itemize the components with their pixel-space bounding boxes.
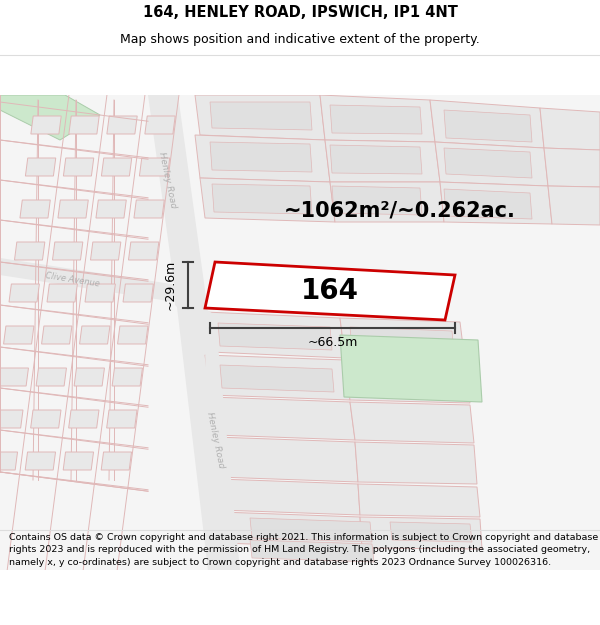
Polygon shape	[80, 326, 110, 344]
Polygon shape	[101, 158, 132, 176]
Polygon shape	[47, 284, 77, 302]
Polygon shape	[112, 368, 142, 386]
Text: 164, HENLEY ROAD, IPSWICH, IP1 4NT: 164, HENLEY ROAD, IPSWICH, IP1 4NT	[143, 4, 457, 19]
Polygon shape	[0, 258, 178, 302]
Polygon shape	[195, 95, 325, 140]
Polygon shape	[91, 242, 121, 260]
Polygon shape	[330, 105, 422, 134]
Polygon shape	[218, 479, 360, 515]
Polygon shape	[145, 116, 175, 134]
Polygon shape	[330, 145, 422, 174]
Polygon shape	[139, 158, 170, 176]
Polygon shape	[355, 442, 477, 484]
Polygon shape	[58, 200, 88, 218]
Polygon shape	[220, 365, 334, 392]
Polygon shape	[350, 402, 474, 443]
Polygon shape	[444, 110, 532, 142]
Polygon shape	[210, 102, 312, 130]
Polygon shape	[250, 518, 372, 542]
Polygon shape	[134, 200, 164, 218]
Polygon shape	[340, 335, 482, 402]
Polygon shape	[325, 140, 440, 182]
Polygon shape	[548, 186, 600, 225]
Polygon shape	[0, 368, 28, 386]
Polygon shape	[352, 369, 456, 395]
Polygon shape	[212, 184, 312, 214]
Polygon shape	[444, 148, 532, 178]
Text: ~1062m²/~0.262ac.: ~1062m²/~0.262ac.	[284, 200, 516, 220]
Polygon shape	[175, 290, 238, 570]
Polygon shape	[544, 148, 600, 187]
Polygon shape	[96, 200, 126, 218]
Polygon shape	[148, 95, 205, 290]
Polygon shape	[215, 437, 358, 482]
Polygon shape	[52, 242, 83, 260]
Polygon shape	[128, 242, 159, 260]
Text: Contains OS data © Crown copyright and database right 2021. This information is : Contains OS data © Crown copyright and d…	[9, 533, 598, 567]
Text: ~66.5m: ~66.5m	[307, 336, 358, 349]
Text: ~29.6m: ~29.6m	[163, 260, 176, 310]
Text: Henley Road: Henley Road	[205, 411, 226, 469]
Polygon shape	[345, 360, 470, 403]
Polygon shape	[9, 284, 40, 302]
Polygon shape	[4, 326, 34, 344]
Polygon shape	[20, 200, 50, 218]
Polygon shape	[360, 517, 482, 549]
Polygon shape	[540, 108, 600, 150]
Polygon shape	[200, 178, 335, 222]
Polygon shape	[0, 410, 23, 428]
Polygon shape	[0, 452, 17, 470]
Polygon shape	[435, 142, 548, 186]
Polygon shape	[85, 284, 115, 302]
Text: Henley Road: Henley Road	[157, 151, 178, 209]
Polygon shape	[68, 410, 99, 428]
Polygon shape	[41, 326, 72, 344]
Polygon shape	[195, 135, 330, 182]
Polygon shape	[31, 410, 61, 428]
Polygon shape	[220, 512, 362, 548]
Polygon shape	[69, 116, 99, 134]
Text: Clive Avenue: Clive Avenue	[44, 271, 100, 289]
Polygon shape	[107, 410, 137, 428]
Polygon shape	[430, 100, 544, 148]
Polygon shape	[107, 116, 137, 134]
Polygon shape	[25, 158, 56, 176]
Polygon shape	[218, 323, 332, 350]
Polygon shape	[444, 189, 532, 219]
Text: 164: 164	[301, 278, 359, 305]
Polygon shape	[330, 182, 444, 222]
Polygon shape	[205, 312, 345, 358]
Polygon shape	[205, 262, 455, 320]
Polygon shape	[320, 95, 435, 142]
Polygon shape	[63, 452, 94, 470]
Polygon shape	[14, 242, 45, 260]
Polygon shape	[31, 116, 61, 134]
Polygon shape	[0, 95, 100, 140]
Polygon shape	[332, 186, 422, 215]
Polygon shape	[74, 368, 104, 386]
Polygon shape	[25, 452, 56, 470]
Polygon shape	[118, 326, 148, 344]
Polygon shape	[358, 484, 480, 517]
Polygon shape	[64, 158, 94, 176]
Polygon shape	[210, 397, 355, 440]
Polygon shape	[123, 284, 154, 302]
Polygon shape	[440, 182, 552, 224]
Polygon shape	[101, 452, 131, 470]
Polygon shape	[210, 142, 312, 172]
Text: Map shows position and indicative extent of the property.: Map shows position and indicative extent…	[120, 33, 480, 46]
Polygon shape	[350, 327, 454, 354]
Polygon shape	[205, 355, 350, 400]
Polygon shape	[36, 368, 67, 386]
Polygon shape	[250, 540, 374, 562]
Polygon shape	[175, 290, 240, 570]
Polygon shape	[390, 522, 472, 542]
Polygon shape	[340, 318, 465, 362]
